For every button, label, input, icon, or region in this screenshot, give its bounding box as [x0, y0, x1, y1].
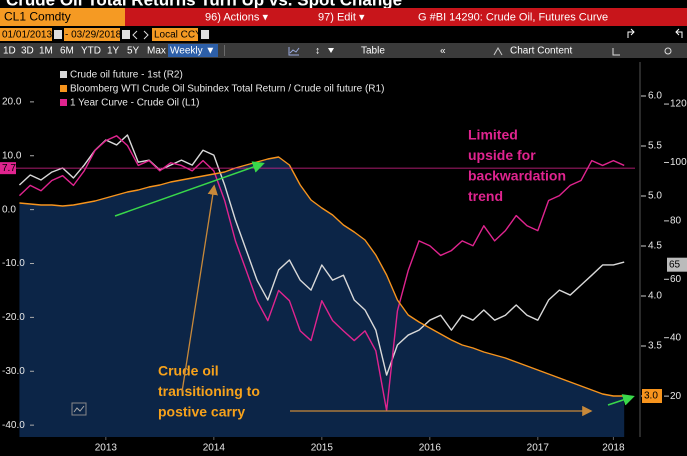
y-tick-label: -40.0: [2, 420, 25, 431]
trend-arrow: [607, 394, 635, 406]
dropdown-icon[interactable]: [328, 48, 334, 53]
end-date[interactable]: - 03/29/2018: [65, 30, 122, 41]
graph-name: G #BI 14290: Crude Oil, Futures Curve: [418, 11, 608, 23]
y3-tick-label: 60: [670, 274, 682, 285]
y2-tick-label: 3.5: [648, 341, 662, 352]
y-tick-label: 0.0: [2, 204, 16, 215]
last-value-label: 65: [669, 259, 681, 270]
actions-menu[interactable]: 96) Actions ▾: [205, 11, 268, 23]
frequency[interactable]: Weekly ▼: [170, 46, 215, 57]
redo-icon[interactable]: [675, 28, 683, 38]
y3-tick-label: 20: [670, 391, 682, 402]
chart-icon[interactable]: ↕: [315, 46, 320, 57]
nav-arrows[interactable]: [132, 30, 149, 40]
legend-swatch: [60, 99, 67, 106]
toolbar: [0, 43, 687, 58]
legend-label: Bloomberg WTI Crude Oil Subindex Total R…: [70, 84, 384, 95]
chart-type-icon[interactable]: [288, 47, 300, 56]
start-date-box[interactable]: [0, 28, 52, 41]
plot: 20.0 10.0 0.0 -10.0 -20.0 -30.0 -40.0 6.0 5.5 5.0…: [0, 62, 687, 454]
x-tick-label: 2016: [419, 443, 442, 454]
y2-tick-label: 6.0: [648, 91, 662, 102]
y3-tick-label: 120: [670, 99, 687, 110]
x-tick-label: 2017: [527, 443, 550, 454]
period-button[interactable]: 5Y: [127, 46, 140, 57]
y3-tick-label: 80: [670, 216, 682, 227]
chart-widget-glyph: [73, 405, 85, 413]
y-tick-label: -30.0: [2, 366, 25, 377]
menu-bar: [125, 8, 687, 26]
edit-icon[interactable]: [612, 48, 620, 56]
last-value-tag: [667, 257, 687, 272]
y2-tick-label: 5.0: [648, 191, 662, 202]
calendar-icon[interactable]: [122, 30, 130, 39]
end-date-box[interactable]: [64, 28, 120, 41]
edit-menu[interactable]: 97) Edit ▾: [318, 11, 365, 23]
period-buttons: 1D 3D 1M 6M YTD 1Y 5Y Max: [3, 46, 166, 57]
period-button[interactable]: 1Y: [107, 46, 120, 57]
series-line: [18, 134, 625, 376]
series-line: [19, 156, 625, 397]
period-button[interactable]: 1D: [3, 46, 16, 57]
x-tick-label: 2014: [203, 443, 226, 454]
annotation: transitioning to: [158, 383, 260, 399]
x-tick-label: 2018: [602, 443, 625, 454]
last-value-label: 7.7: [2, 163, 16, 174]
period-button[interactable]: 1M: [39, 46, 53, 57]
y-tick-label: -10.0: [2, 258, 25, 269]
legend-label: 1 Year Curve - Crude Oil (L1): [70, 98, 200, 109]
currency-box[interactable]: [152, 28, 198, 41]
currency[interactable]: Local CCY: [154, 30, 202, 41]
chart-content-icon[interactable]: [493, 46, 503, 56]
undo-icon[interactable]: [627, 28, 635, 38]
series-line: [18, 135, 625, 412]
last-value-tag: [0, 162, 16, 175]
period-button[interactable]: YTD: [81, 46, 101, 57]
last-value-tag: [642, 389, 662, 403]
y3-tick-label: 40: [670, 332, 682, 343]
x-tick-label: 2013: [95, 443, 118, 454]
pointer-arrow: [181, 184, 218, 393]
y-tick-label: -20.0: [2, 312, 25, 323]
table-button[interactable]: Table: [361, 46, 385, 57]
settings-icon[interactable]: [664, 47, 672, 55]
period-button[interactable]: 6M: [60, 46, 74, 57]
legend-swatch: [60, 71, 67, 78]
ticker[interactable]: CL1 Comdty: [4, 10, 71, 24]
trend-arrow: [114, 161, 265, 217]
start-date[interactable]: 01/01/2013: [2, 30, 52, 41]
period-button[interactable]: 3D: [21, 46, 34, 57]
legend-label: Crude oil future - 1st (R2): [70, 70, 183, 81]
y3-tick-label: 100: [670, 157, 687, 168]
annotation: Crude oil: [158, 363, 219, 379]
y2-tick-label: 4.0: [648, 291, 662, 302]
annotation: Limited: [468, 127, 518, 143]
annotation: upside for: [468, 147, 536, 163]
page-title: Crude Oil Total Returns Turn Up vs. Spot…: [6, 0, 402, 9]
annotation: trend: [468, 188, 503, 204]
y-tick-label: 20.0: [2, 97, 22, 108]
area: [19, 157, 625, 437]
period-button[interactable]: Max: [147, 46, 166, 57]
y2-tick-label: 5.5: [648, 141, 662, 152]
ticker-box[interactable]: [0, 8, 125, 26]
chart-content-button[interactable]: Chart Content: [510, 46, 572, 57]
last-value-label: 3.0: [644, 391, 658, 402]
chart-widget-icon[interactable]: [71, 402, 87, 416]
calendar-icon[interactable]: [54, 30, 62, 39]
x-tick-label: 2015: [311, 443, 334, 454]
currency-dropdown[interactable]: [201, 30, 209, 39]
y-tick-label: 10.0: [2, 150, 22, 161]
frequency-box[interactable]: [168, 44, 218, 57]
legend-swatch: [60, 85, 67, 92]
annotation: postive carry: [158, 404, 245, 420]
y2-tick-label: 4.5: [648, 241, 662, 252]
separator: [224, 45, 225, 56]
collapse-button[interactable]: «: [440, 46, 446, 57]
annotation: backwardation: [468, 168, 566, 184]
